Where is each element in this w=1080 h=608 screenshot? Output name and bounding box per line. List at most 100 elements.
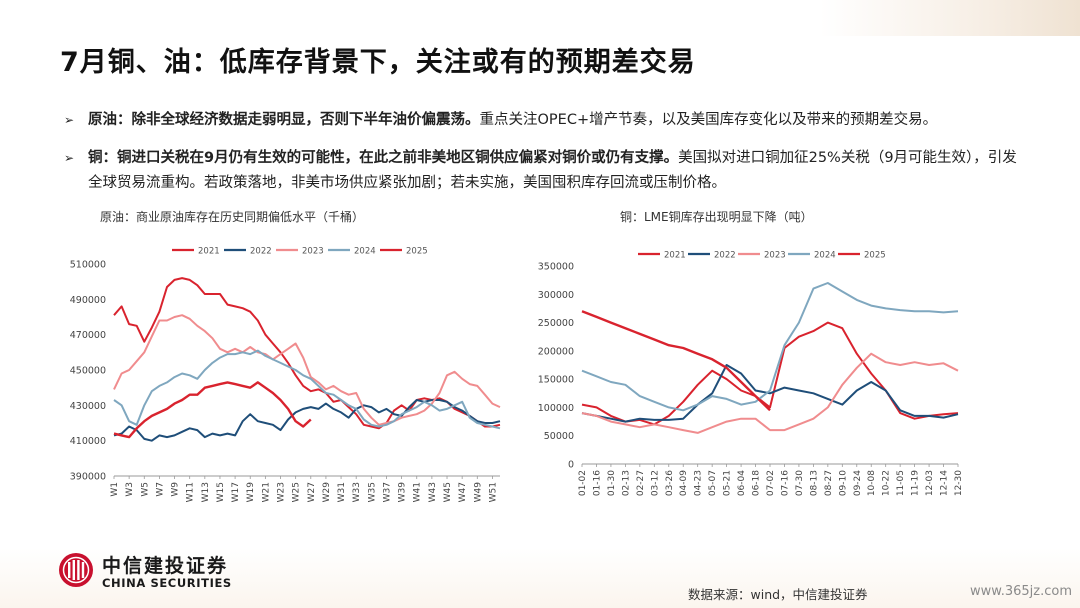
x-tick-label: W25 [292, 482, 302, 502]
x-tick-label: W41 [413, 482, 423, 502]
x-tick-label: W15 [216, 482, 226, 502]
series-line-2024 [581, 282, 959, 412]
legend-label-2021: 2021 [664, 251, 686, 261]
x-tick-label: 10-22 [882, 470, 892, 496]
bullet-copper-bold: 铜：铜进口关税在9月仍有生效的可能性，在此之前非美地区铜供应偏紧对铜价或仍有支撑… [88, 150, 679, 166]
x-tick-label: 01-16 [592, 470, 602, 496]
x-tick-label: 11-19 [911, 470, 921, 496]
legend-label-2021: 2021 [198, 247, 220, 257]
series-line-2022 [581, 364, 959, 423]
x-tick-label: W49 [473, 482, 483, 503]
x-tick-label: 12-03 [925, 470, 935, 496]
x-tick-label: 07-02 [766, 470, 776, 496]
x-tick-label: 02-13 [621, 470, 631, 496]
x-tick-label: 03-12 [650, 470, 660, 496]
x-tick-label: W17 [231, 482, 241, 502]
x-tick-label: W3 [125, 482, 135, 497]
x-tick-label: W47 [458, 482, 468, 502]
x-tick-label: 09-10 [838, 470, 848, 496]
legend-label-2024: 2024 [354, 247, 376, 257]
x-tick-label: 09-24 [853, 470, 863, 496]
x-tick-label: W1 [110, 482, 120, 497]
x-tick-label: W13 [201, 482, 211, 502]
x-tick-label: 10-08 [867, 470, 877, 496]
legend-label-2022: 2022 [714, 251, 736, 261]
x-tick-label: W9 [171, 482, 181, 497]
x-tick-label: W45 [443, 482, 453, 502]
x-tick-label: W23 [277, 482, 287, 502]
x-tick-label: 08-27 [824, 470, 834, 496]
page-title: 7月铜、油：低库存背景下，关注或有的预期差交易 [60, 47, 696, 78]
x-tick-label: 07-30 [795, 470, 805, 496]
x-tick-label: 12-30 [954, 470, 964, 496]
arrow-bullet-icon: ➢ [64, 151, 75, 165]
x-tick-label: 05-21 [723, 470, 733, 496]
x-tick-label: 04-23 [694, 470, 704, 496]
oil-inventory-chart: 2021 2022 2023 2024 2025 390000 410000 430000 45… [70, 247, 501, 503]
y-tick-label: 410000 [70, 436, 106, 447]
y-tick-label: 490000 [70, 295, 106, 306]
legend-label-2024: 2024 [814, 251, 836, 261]
y-tick-label: 100000 [538, 403, 574, 414]
x-tick-label: W39 [398, 482, 408, 503]
series-line-2023 [113, 314, 501, 426]
bullet-oil: ➢ 原油：除非全球经济数据走弱明显，否则下半年油价偏震荡。重点关注OPEC+增产… [64, 108, 1024, 133]
series-line-2023 [581, 352, 959, 434]
series-line-2024 [113, 349, 501, 430]
logo-chinese-name: 中信建投证券 [102, 555, 229, 577]
x-tick-label: W31 [337, 482, 347, 502]
bullet-oil-bold: 原油：除非全球经济数据走弱明显，否则下半年油价偏震荡。 [88, 112, 480, 128]
x-tick-label: W7 [155, 482, 165, 497]
x-tick-label: W27 [307, 482, 317, 502]
corner-decoration [820, 0, 1080, 36]
x-tick-label: W19 [246, 482, 256, 503]
x-tick-label: 02-27 [636, 470, 646, 496]
oil-chart-title: 原油：商业原油库存在历史同期偏低水平（千桶） [100, 210, 365, 224]
watermark: www.365jz.com [970, 584, 1072, 599]
bullet-oil-text: 重点关注OPEC+增产节奏，以及美国库存变化以及带来的预期差交易。 [479, 112, 938, 128]
bullet-copper-text: 美国拟对进口铜加征25%关税（9月可能生效），引发全球贸易流重构。若政策落地，非… [88, 150, 1017, 191]
x-tick-label: 08-13 [809, 470, 819, 496]
china-securities-logo-icon [59, 553, 93, 587]
x-tick-label: 06-18 [752, 470, 762, 496]
footer-decoration [0, 548, 1080, 608]
x-tick-label: W35 [367, 482, 377, 502]
x-tick-label: 01-02 [578, 470, 588, 496]
x-tick-label: 12-14 [940, 470, 950, 496]
y-tick-label: 510000 [70, 260, 106, 271]
copper-chart-title: 铜：LME铜库存出现明显下降（吨） [620, 210, 813, 224]
arrow-bullet-icon: ➢ [64, 113, 75, 127]
y-tick-label: 300000 [538, 290, 574, 301]
x-tick-label: 07-16 [780, 470, 790, 496]
logo-english-name: CHINA SECURITIES [102, 576, 232, 590]
legend-label-2023: 2023 [302, 247, 324, 257]
legend-label-2023: 2023 [764, 251, 786, 261]
y-tick-label: 200000 [538, 346, 574, 357]
x-tick-label: 05-07 [708, 470, 718, 496]
x-tick-label: 04-09 [679, 470, 689, 496]
y-tick-label: 0 [568, 460, 574, 471]
x-tick-label: W5 [140, 482, 150, 497]
x-tick-label: W29 [322, 482, 332, 503]
data-source-note: 数据来源：wind，中信建投证券 [688, 587, 868, 602]
x-tick-label: 11-05 [896, 470, 906, 496]
y-tick-label: 350000 [538, 262, 574, 273]
series-line-2025 [113, 381, 312, 439]
legend-label-2022: 2022 [250, 247, 272, 257]
y-tick-label: 430000 [70, 401, 106, 412]
bullet-copper: ➢ 铜：铜进口关税在9月仍有生效的可能性，在此之前非美地区铜供应偏紧对铜价或仍有… [64, 146, 1024, 196]
x-tick-label: W43 [428, 482, 438, 502]
series-line-2025 [581, 310, 771, 412]
x-tick-label: W51 [488, 482, 498, 502]
x-tick-label: 01-30 [607, 470, 617, 496]
x-tick-label: W37 [382, 482, 392, 502]
lme-copper-inventory-chart: 2021 2022 2023 2024 2025 0 50000 100000 150000 20… [538, 251, 964, 497]
series-line-2021 [581, 321, 959, 426]
y-tick-label: 390000 [70, 472, 106, 483]
x-tick-label: 03-26 [665, 470, 675, 496]
x-tick-label: W33 [352, 482, 362, 502]
y-tick-label: 250000 [538, 318, 574, 329]
y-tick-label: 470000 [70, 330, 106, 341]
y-tick-label: 50000 [544, 431, 574, 442]
